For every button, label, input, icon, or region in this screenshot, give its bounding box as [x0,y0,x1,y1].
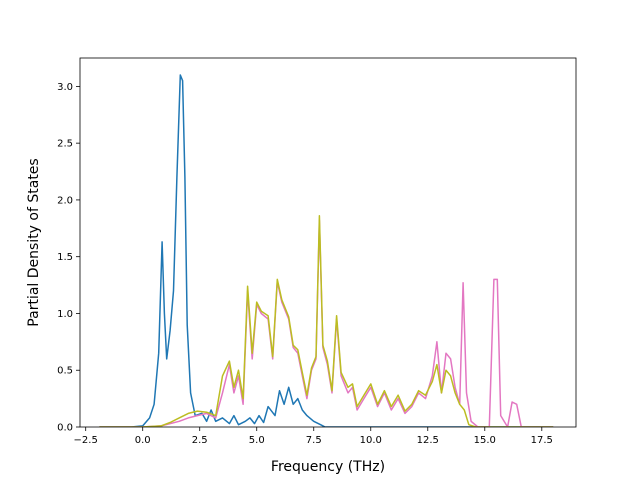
x-tick-label: −2.5 [74,435,98,446]
series-lines [99,74,554,427]
x-axis-ticks: −2.5 0.0 2.5 5.0 7.5 10.0 12.5 15.0 17.5 [74,427,553,446]
series-line-0 [99,74,554,427]
x-tick-label: 2.5 [192,435,208,446]
y-tick-label: 0.5 [57,366,73,377]
x-tick-label: 0.0 [135,435,151,446]
x-tick-label: 17.5 [531,435,553,446]
x-tick-label: 12.5 [417,435,439,446]
y-tick-label: 0.0 [57,423,73,434]
y-axis-ticks: 0.0 0.5 1.0 1.5 2.0 2.5 3.0 [57,82,80,434]
y-tick-label: 1.5 [57,252,73,263]
y-tick-label: 2.0 [57,195,73,206]
x-tick-label: 5.0 [249,435,265,446]
y-tick-label: 1.0 [57,309,73,320]
x-tick-label: 15.0 [474,435,496,446]
series-line-2 [99,215,554,427]
x-tick-label: 7.5 [306,435,322,446]
x-tick-label: 10.0 [360,435,382,446]
y-tick-label: 2.5 [57,139,73,150]
y-tick-label: 3.0 [57,82,73,93]
x-axis-label: Frequency (THz) [271,459,385,475]
y-axis-label: Partial Density of States [26,158,42,326]
series-line-1 [99,219,554,427]
plot-frame [79,57,577,428]
